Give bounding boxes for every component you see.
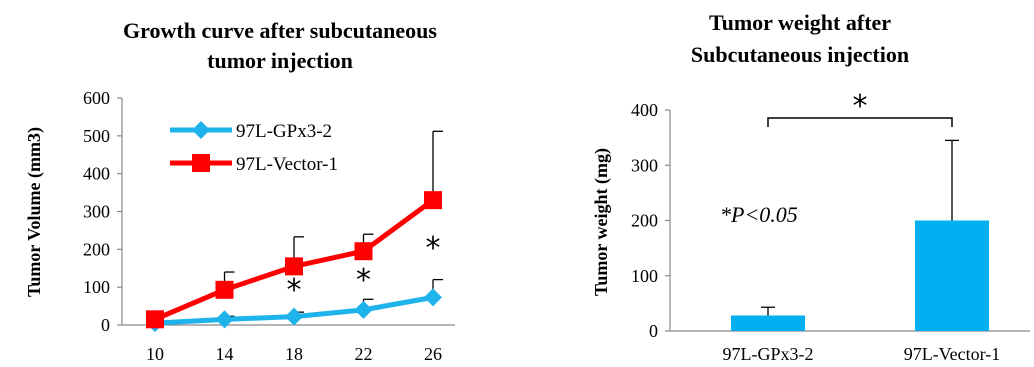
- line-chart-y-axis-label: Tumor Volume (mm3): [24, 127, 45, 297]
- data-point-gpx3: [424, 288, 442, 307]
- line-chart-title-line-2: tumor injection: [207, 48, 353, 73]
- significance-bracket: [767, 117, 953, 127]
- line-chart-y-tick-label: 300: [83, 202, 110, 222]
- data-point-vector: [424, 191, 442, 210]
- bar-chart-y-tick-label: 300: [631, 155, 658, 175]
- legend-label-vector: 97L-Vector-1: [236, 154, 338, 175]
- significance-star: *: [287, 273, 302, 308]
- bar-category-label: 97L-Vector-1: [904, 344, 1001, 364]
- bar-chart-y-tick-label: 400: [631, 100, 658, 120]
- data-point-gpx3: [354, 300, 373, 319]
- bar-vector: [915, 220, 989, 331]
- line-chart-y-tick-label: 400: [83, 164, 110, 184]
- line-chart-x-tick-label: 14: [216, 344, 234, 364]
- line-chart-y-tick-label: 100: [83, 277, 110, 297]
- data-point-vector: [146, 310, 164, 329]
- line-chart-y-tick-label: 500: [83, 126, 110, 146]
- line-chart-y-tick-label: 200: [83, 239, 110, 259]
- significance-star: *: [426, 231, 441, 266]
- data-point-gpx3: [285, 307, 303, 326]
- line-chart-x-tick-label: 22: [355, 344, 373, 364]
- legend-marker-vector: [192, 154, 210, 172]
- bar-chart-y-tick-label: 100: [631, 266, 658, 286]
- p-value-annotation: *P<0.05: [720, 202, 798, 227]
- bar-chart-y-tick-label: 200: [631, 211, 658, 231]
- line-chart-x-tick-label: 18: [285, 344, 303, 364]
- significance-star: *: [356, 263, 371, 298]
- line-chart-x-tick-label: 26: [424, 344, 442, 364]
- data-point-vector: [215, 280, 234, 299]
- bracket-significance-star: *: [853, 89, 868, 124]
- data-point-gpx3: [215, 310, 234, 329]
- bar-chart-title-line-1: Tumor weight after: [709, 10, 891, 35]
- data-point-vector: [354, 242, 373, 261]
- bar-category-label: 97L-GPx3-2: [723, 344, 814, 364]
- bar-gpx3: [731, 315, 805, 331]
- bar-chart-y-axis-label: Tumor weight (mg): [591, 148, 612, 296]
- line-chart-y-tick-label: 0: [101, 315, 110, 335]
- legend-label-gpx3: 97L-GPx3-2: [236, 121, 332, 142]
- bar-chart-title-line-2: Subcutaneous injection: [691, 42, 909, 67]
- data-point-vector: [285, 257, 303, 276]
- line-chart: 0 100 200 300 400 500 600 10 14 18 22 26 * * * 97L-GPx3…: [83, 88, 455, 364]
- line-chart-title-line-1: Growth curve after subcutaneous: [123, 18, 437, 43]
- line-chart-y-tick-label: 600: [83, 88, 110, 108]
- legend-marker-gpx3: [192, 121, 210, 139]
- bar-chart-y-tick-label: 0: [649, 321, 658, 341]
- bar-chart: 0 100 200 300 400 97L-GPx3-2 97L-Vector-1 *: [631, 89, 1030, 364]
- line-chart-x-tick-label: 10: [146, 344, 164, 364]
